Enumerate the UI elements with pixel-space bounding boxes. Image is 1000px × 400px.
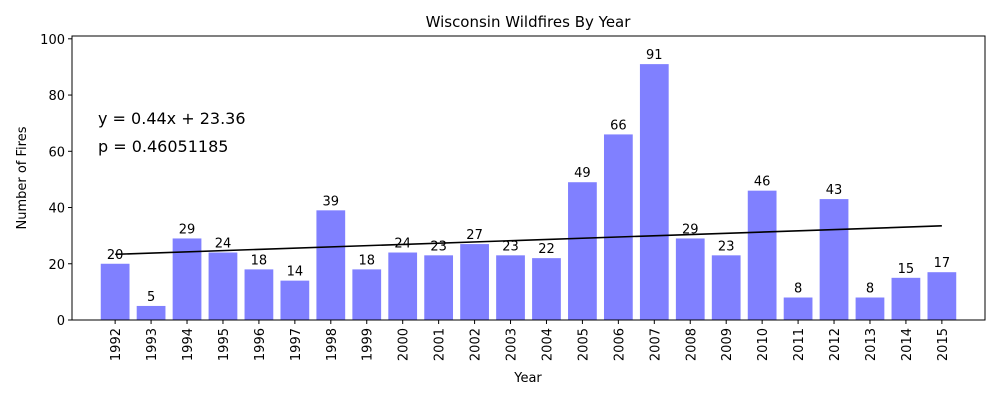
bar-2012 [819, 199, 849, 320]
bar-1994 [172, 238, 202, 320]
bar-value-label-1999: 18 [358, 253, 375, 268]
y-tick-label-80: 80 [48, 89, 65, 104]
bar-value-label-2005: 49 [574, 166, 591, 181]
plot-frame [71, 35, 986, 321]
bar-value-label-1996: 18 [251, 253, 268, 268]
x-tick-label-1998: 1998 [325, 328, 340, 361]
bar-value-label-1998: 39 [323, 194, 340, 209]
bar-value-label-2012: 43 [826, 183, 843, 198]
bar-2015 [927, 272, 957, 320]
bar-2000 [388, 252, 418, 320]
x-tick-label-2010: 2010 [756, 328, 771, 361]
bar-2004 [532, 258, 561, 320]
bar-value-label-2009: 23 [718, 239, 735, 254]
bar-2007 [639, 64, 669, 321]
bar-value-label-2006: 66 [610, 118, 627, 133]
bar-value-label-2004: 22 [538, 242, 555, 257]
bar-value-label-1992: 20 [107, 248, 124, 263]
bar-value-label-2013: 8 [866, 282, 874, 297]
bar-2006 [603, 134, 633, 320]
bar-value-label-1995: 24 [215, 237, 232, 252]
y-axis-label: Number of Fires [15, 126, 30, 229]
bar-series [100, 64, 957, 321]
bar-1999 [352, 269, 382, 320]
x-tick-label-2015: 2015 [936, 328, 951, 361]
x-tick-label-1999: 1999 [361, 328, 376, 361]
y-tick-label-0: 0 [57, 314, 65, 329]
x-tick-label-1997: 1997 [289, 328, 304, 361]
x-axis: 1992 1993 1994 1995 1996 1997 1998 1999 2000 2001… [109, 320, 951, 361]
x-tick-label-2013: 2013 [864, 328, 879, 361]
bar-1997 [280, 280, 310, 320]
regression-equation: y = 0.44x + 23.36 [98, 109, 246, 128]
bar-1992 [100, 263, 130, 320]
trendline-group [115, 225, 942, 256]
y-axis: 0 20 40 60 80 100 [40, 33, 72, 329]
bar-2009 [711, 255, 741, 320]
x-tick-label-2003: 2003 [505, 328, 520, 361]
bar-value-label-1994: 29 [179, 222, 196, 237]
x-tick-label-2004: 2004 [540, 328, 555, 361]
y-tick-label-20: 20 [48, 258, 65, 273]
bar-2005 [568, 182, 597, 320]
bar-value-label-2001: 23 [430, 239, 447, 254]
y-tick-label-100: 100 [40, 33, 65, 48]
x-tick-label-2007: 2007 [648, 328, 663, 361]
x-tick-label-1996: 1996 [253, 328, 268, 361]
x-tick-label-1992: 1992 [109, 328, 124, 361]
x-tick-label-2014: 2014 [900, 328, 915, 361]
bar-1993 [136, 305, 166, 320]
bar-value-label-1997: 14 [287, 265, 304, 280]
bar-value-label-2014: 15 [898, 262, 915, 277]
x-tick-label-2002: 2002 [469, 328, 484, 361]
correlation-coefficient: p = 0.46051185 [98, 137, 228, 156]
bar-1998 [316, 210, 346, 320]
bar-2013 [855, 297, 885, 320]
bar-value-label-2002: 27 [466, 228, 483, 243]
x-tick-label-1994: 1994 [181, 328, 196, 361]
x-tick-label-2000: 2000 [397, 328, 412, 361]
bar-2011 [783, 297, 813, 320]
bar-1996 [244, 269, 274, 320]
bar-value-label-2010: 46 [754, 175, 771, 190]
bar-2008 [675, 238, 705, 320]
x-tick-label-2008: 2008 [684, 328, 699, 361]
bar-2010 [747, 190, 777, 320]
bar-value-label-2007: 91 [646, 48, 663, 63]
bar-value-label-2003: 23 [502, 239, 519, 254]
bar-2014 [891, 277, 921, 320]
x-tick-label-2011: 2011 [792, 328, 807, 361]
x-tick-label-2001: 2001 [433, 328, 448, 361]
x-tick-label-2009: 2009 [720, 328, 735, 361]
y-tick-label-60: 60 [48, 145, 65, 160]
bar-value-label-1993: 5 [147, 290, 155, 305]
bar-2001 [424, 255, 454, 320]
bar-value-label-2011: 8 [794, 282, 802, 297]
x-axis-label: Year [513, 371, 542, 386]
x-tick-label-2012: 2012 [828, 328, 843, 361]
bar-2002 [460, 244, 489, 320]
x-tick-label-1993: 1993 [145, 328, 160, 361]
bar-2003 [496, 255, 525, 320]
chart-title: Wisconsin Wildfires By Year [426, 13, 632, 31]
bar-value-label-2015: 17 [934, 256, 951, 271]
x-tick-label-1995: 1995 [217, 328, 232, 361]
bar-1995 [208, 252, 238, 320]
x-tick-label-2006: 2006 [612, 328, 627, 361]
y-tick-label-40: 40 [48, 202, 65, 217]
trendline [115, 225, 942, 256]
x-tick-label-2005: 2005 [576, 328, 591, 361]
